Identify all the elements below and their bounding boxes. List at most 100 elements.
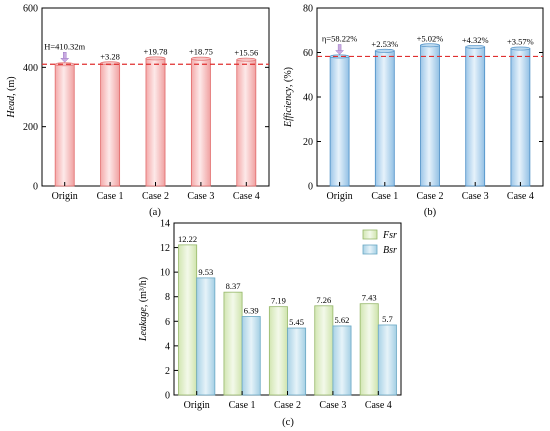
data-label: 7.43 [362, 293, 377, 303]
panel-b-efficiency-chart: 0 20 40 60 80 η=58.22% +2.53% +5.02% +4.32% +3.5… [283, 4, 544, 218]
bar-cap [329, 54, 350, 59]
legend-label-bsr: Bsr [383, 245, 397, 256]
x-category-label: Case 1 [97, 191, 124, 202]
data-label: 5.7 [382, 314, 393, 324]
bar [54, 63, 75, 187]
panel-a-bars: H=410.32m +3.28 +19.78 +18.75 +15.56 [44, 41, 258, 187]
x-category-label: Case 1 [371, 191, 398, 202]
legend-label-fsr: Fsr [382, 230, 397, 241]
panel-b-x-axis: Origin Case 1 Case 2 Case 3 Case 4 [327, 182, 534, 202]
x-category-label: Case 3 [462, 191, 489, 202]
bar-fsr [268, 306, 288, 396]
panel-c-y-axis: 0 2 4 6 8 10 12 14 [160, 219, 178, 402]
bar-bsr [332, 325, 352, 396]
y-tick-label: 12 [160, 243, 170, 254]
bar-bsr [377, 324, 397, 396]
bar-cap [236, 57, 257, 62]
bar-cap [145, 56, 166, 61]
y-tick-label: 600 [23, 4, 38, 15]
bar-fsr [314, 305, 334, 396]
bar [236, 59, 257, 187]
bar-cap [510, 46, 531, 51]
bar-bsr [196, 277, 216, 396]
x-category-label: Origin [184, 400, 210, 411]
bar [100, 62, 121, 187]
data-label: +18.75 [189, 47, 213, 57]
bar [374, 50, 395, 187]
x-category-label: Case 1 [229, 400, 256, 411]
bar-bsr [241, 316, 261, 396]
bar-fsr [359, 303, 379, 396]
panel-b-y-axis-label: Efficiency, (%) [283, 67, 294, 128]
panel-c-bars: 12.22 9.53 8.37 6.39 7.19 5.45 7.26 5.62 7.43 5.7 [178, 234, 397, 396]
panel-c-caption: (c) [282, 417, 294, 428]
x-category-label: Case 2 [142, 191, 169, 202]
y-tick-label: 60 [303, 48, 313, 59]
y-tick-label: 0 [308, 182, 313, 193]
panel-a-x-axis: Origin Case 1 Case 2 Case 3 Case 4 [52, 182, 260, 202]
panel-c-x-axis: Origin Case 1 Case 2 Case 3 Case 4 [184, 391, 392, 411]
y-tick-label: 4 [165, 341, 170, 352]
y-tick-label: 6 [165, 317, 170, 328]
x-category-label: Origin [52, 191, 78, 202]
panel-a-y-axis: 0 200 400 600 [23, 4, 269, 193]
y-tick-label: 2 [165, 366, 170, 377]
y-tick-label: 14 [160, 219, 170, 230]
bar [420, 44, 440, 187]
data-label: 9.53 [198, 267, 213, 277]
data-label: η=58.22% [322, 33, 357, 43]
data-label: +3.28 [100, 51, 120, 61]
panel-a-caption: (a) [149, 207, 161, 218]
bar [329, 56, 350, 187]
y-tick-label: 20 [303, 137, 313, 148]
bar [145, 58, 166, 187]
data-label: +15.56 [234, 48, 258, 58]
y-tick-label: 0 [33, 182, 38, 193]
data-label: 8.37 [226, 281, 241, 291]
panel-b-bars: η=58.22% +2.53% +5.02% +4.32% +3.57% [322, 33, 534, 187]
bar [465, 46, 486, 187]
x-category-label: Case 2 [417, 191, 444, 202]
data-label: 7.19 [271, 296, 286, 306]
panel-b-y-axis: 0 20 40 60 80 [303, 4, 543, 193]
x-category-label: Case 3 [187, 191, 214, 202]
bar-cap [465, 44, 485, 49]
y-tick-label: 0 [165, 391, 170, 402]
y-tick-label: 200 [23, 122, 38, 133]
bar-cap [375, 48, 395, 53]
legend-swatch-bsr [362, 244, 378, 255]
data-label: 5.62 [335, 315, 350, 325]
data-label: 6.39 [244, 305, 259, 315]
bar-cap [191, 56, 211, 61]
y-tick-label: 10 [160, 268, 170, 279]
data-label: +4.32% [462, 35, 489, 45]
x-category-label: Case 4 [233, 191, 260, 202]
bar-fsr [178, 244, 198, 396]
y-tick-label: 80 [303, 4, 313, 15]
legend-swatch-fsr [362, 229, 378, 240]
panel-a-y-axis-label: Head, (m) [6, 76, 17, 118]
data-label: 5.45 [289, 317, 304, 327]
x-category-label: Origin [327, 191, 353, 202]
x-category-label: Case 4 [507, 191, 534, 202]
x-category-label: Case 3 [319, 400, 346, 411]
x-category-label: Case 2 [274, 400, 301, 411]
marker-arrow-head-icon [60, 58, 70, 63]
data-label: +2.53% [371, 39, 398, 49]
marker-arrow-head-icon [335, 50, 345, 55]
panel-b-caption: (b) [424, 207, 437, 218]
panel-c-leakage-chart: 0 2 4 6 8 10 12 14 12.22 9.53 8.37 6.39 7.19 5.45 7.2… [138, 219, 402, 428]
data-label: 7.26 [316, 295, 331, 305]
panel-c-legend: Fsr Bsr [362, 229, 397, 256]
y-tick-label: 400 [23, 63, 38, 74]
data-label: H=410.32m [44, 41, 85, 51]
data-label: +3.57% [507, 37, 534, 47]
data-label: +19.78 [144, 46, 168, 56]
bar [510, 48, 531, 187]
bar-bsr [287, 327, 307, 396]
bar-fsr [223, 291, 243, 396]
panel-a-head-chart: 0 200 400 600 H=410.32m +3.28 +19.78 +18.75 +15… [6, 4, 270, 218]
data-label: 12.22 [178, 234, 197, 244]
y-tick-label: 8 [165, 292, 170, 303]
